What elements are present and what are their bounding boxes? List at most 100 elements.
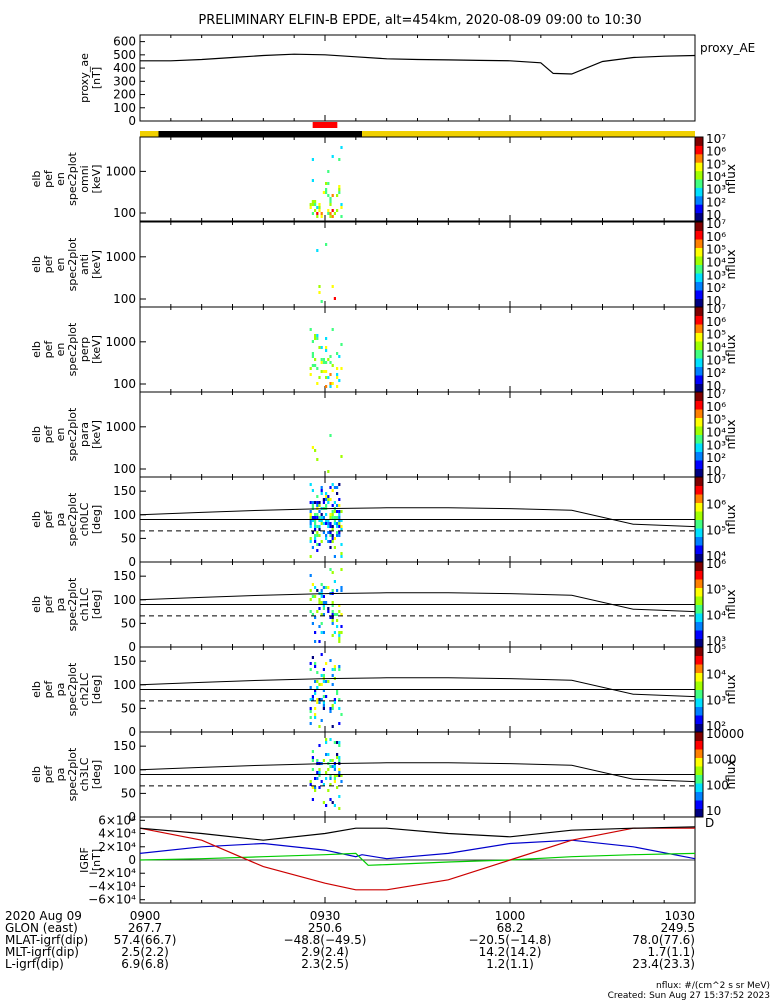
spectrogram-pixel (336, 531, 339, 534)
spectrogram-pixel (311, 200, 314, 203)
spectrogram-pixel (331, 382, 334, 385)
y-axis-label: [nT] (90, 67, 103, 89)
spectrogram-pixel (327, 753, 330, 756)
colorbar-tick-label: 1000 (706, 753, 737, 767)
spectrogram-pixel (322, 361, 325, 364)
spectrogram-pixel (316, 249, 319, 252)
spectrogram-pixel (338, 604, 341, 607)
spectrogram-pixel (327, 212, 330, 215)
spectrogram-pixel (309, 574, 312, 577)
colorbar-segment (695, 153, 703, 163)
colorbar-label: nflux (724, 590, 738, 620)
spectrogram-pixel (338, 637, 341, 640)
y-tick-label: 150 (113, 569, 136, 583)
spectrogram-pixel (336, 741, 339, 744)
spectrogram-pixel (318, 683, 321, 686)
panel-3: elb pef en spec2plot perp [keV]10010001010²10… (30, 302, 738, 393)
spectrogram-pixel (316, 671, 319, 674)
ephem-value: 78.0(77.6) (632, 933, 695, 947)
colorbar-tick-label: 10⁶ (706, 315, 726, 329)
y-tick-label: 0 (128, 810, 136, 824)
y-axis-label: spec2plot (66, 492, 79, 546)
spectrogram-pixel (338, 522, 341, 525)
spectrogram-pixel (340, 552, 343, 555)
y-axis-label: en (54, 172, 67, 186)
colorbar-segment (695, 409, 703, 418)
spectrogram-pixel (338, 516, 341, 519)
spectrogram-pixel (338, 498, 341, 501)
spectrogram-pixel (340, 780, 343, 783)
spectrogram-pixel (331, 504, 334, 507)
y-axis-label: [keV] (90, 165, 103, 194)
y-tick-label: 150 (113, 654, 136, 668)
y-axis-label: spec2plot (66, 747, 79, 801)
panel-2: elb pef en spec2plot anti [keV]10010001010²10… (30, 217, 738, 308)
spectrogram-pixel (309, 510, 312, 513)
y-tick-label: 6×10⁴ (98, 813, 136, 827)
spectrogram-pixel (322, 759, 325, 762)
spectrogram-pixel (338, 665, 341, 668)
spectrogram-pixel (318, 771, 321, 774)
spectrogram-pixel (320, 522, 323, 525)
colorbar-frame (694, 136, 704, 222)
spectrogram-pixel (325, 522, 328, 525)
spectrogram-pixel (336, 373, 339, 376)
spectrogram-pixel (322, 668, 325, 671)
spectrogram-pixel (311, 695, 314, 698)
spectrogram-pixel (311, 613, 314, 616)
colorbar-segment (695, 638, 703, 648)
y-tick-label: 300 (113, 74, 136, 88)
y-tick-label: 0 (128, 555, 136, 569)
spectrogram-pixel (336, 753, 339, 756)
spectrogram-pixel (340, 543, 343, 546)
colorbar-segment (695, 681, 703, 690)
spectrogram-pixel (314, 519, 317, 522)
spectrogram-pixel (325, 370, 328, 373)
spectrogram-pixel (340, 206, 343, 209)
series-line (140, 53, 696, 75)
spectrogram-pixel (327, 525, 330, 528)
y-axis-label: en (54, 343, 67, 357)
spectrogram-pixel (329, 197, 332, 200)
colorbar-segment (695, 383, 703, 393)
loss-cone-line (139, 677, 696, 698)
colorbar-segment (695, 698, 703, 707)
spectrogram-pixel (322, 191, 325, 194)
colorbar-segment (695, 749, 703, 758)
spectrogram-pixel (331, 516, 334, 519)
spectrogram-pixel (320, 719, 323, 722)
colorbar-tick-label: 10⁶ (706, 400, 726, 414)
spectrogram-pixel (338, 513, 341, 516)
spectrogram-pixel (329, 540, 332, 543)
colorbar-segment (695, 307, 703, 316)
spectrogram-pixel (325, 349, 328, 352)
colorbar-segment (695, 545, 703, 554)
spectrogram-pixel (322, 358, 325, 361)
orbit-bar-night (158, 131, 362, 137)
spectrogram-pixel (331, 525, 334, 528)
ephem-value: 0900 (130, 909, 161, 923)
colorbar-segment (695, 281, 703, 291)
colorbar-segment (695, 230, 703, 240)
y-axis-label: pef (42, 425, 55, 444)
colorbar-segment (695, 766, 703, 775)
spectrogram-pixel (331, 622, 334, 625)
spectrogram-pixel (333, 765, 336, 768)
spectrogram-pixel (320, 613, 323, 616)
y-tick-label: 1000 (105, 164, 136, 178)
spectrogram-pixel (309, 540, 312, 543)
y-axis-label: elb (30, 596, 43, 613)
spectrogram-pixel (309, 516, 312, 519)
spectrogram-pixel (333, 777, 336, 780)
colorbar-tick-label: 10³ (706, 634, 726, 648)
colorbar-segment (695, 791, 703, 801)
spectrogram-pixel (329, 568, 332, 571)
spectrogram-pixel (333, 516, 336, 519)
spectrogram-pixel (327, 358, 330, 361)
spectrogram-pixel (329, 200, 332, 203)
spectrogram-pixel (331, 683, 334, 686)
spectrogram-pixel (309, 555, 312, 558)
spectrogram-pixel (314, 786, 317, 789)
spectrogram-pixel (318, 543, 321, 546)
spectrogram-pixel (322, 689, 325, 692)
